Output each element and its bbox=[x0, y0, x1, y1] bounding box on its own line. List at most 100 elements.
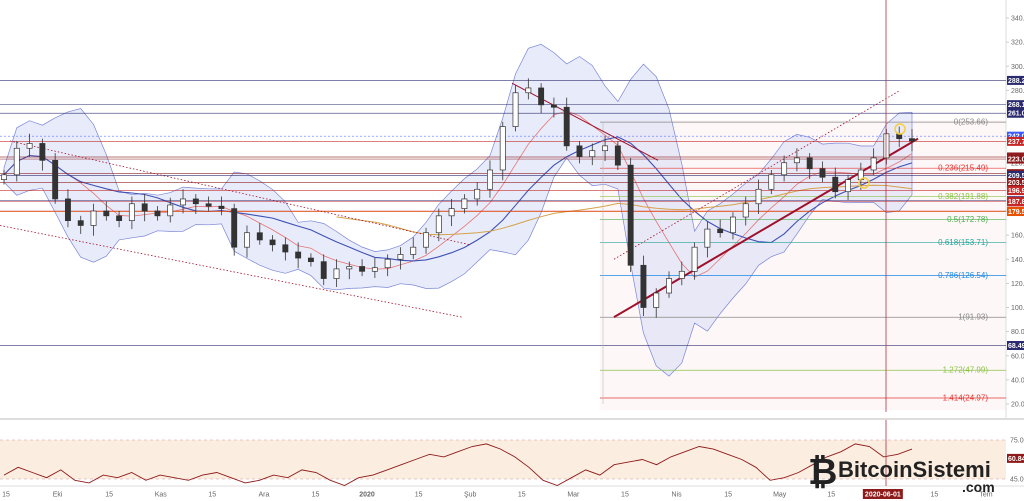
fib-level-label: 0(253.66) bbox=[954, 118, 989, 127]
date-tick-label: 15 bbox=[827, 492, 835, 499]
date-tick-label: May bbox=[773, 492, 787, 499]
price-tick-label: 60.00 bbox=[1011, 353, 1024, 360]
candle-body bbox=[244, 232, 250, 248]
price-badge-label: 209.56 bbox=[1008, 173, 1024, 180]
candle-body bbox=[870, 157, 877, 171]
candle-body bbox=[64, 198, 71, 221]
candle-body bbox=[39, 143, 46, 161]
date-tick-label: Eki bbox=[53, 492, 63, 499]
candle-body bbox=[474, 188, 481, 200]
price-tick-label: 40.00 bbox=[1011, 377, 1024, 384]
candles bbox=[1, 78, 915, 318]
candle-body bbox=[128, 203, 135, 221]
candle-body bbox=[154, 210, 161, 217]
price-badge-label: 288.26 bbox=[1008, 78, 1024, 85]
fib-level-label: 0.786(126.54) bbox=[938, 271, 988, 280]
price-tick-label: 20.00 bbox=[1011, 402, 1024, 409]
price-badges: 288.26268.15261.04242.02237.72224.78223.… bbox=[1007, 75, 1024, 351]
candle-body bbox=[26, 143, 33, 149]
rsi-value-label: 60.8493 bbox=[1008, 456, 1024, 463]
candle-body bbox=[397, 254, 404, 260]
candle-body bbox=[167, 204, 174, 217]
rsi-tick-label: 75.0000 bbox=[1010, 438, 1024, 445]
candle-body bbox=[614, 145, 621, 166]
candle-body bbox=[218, 205, 225, 209]
date-tick-label: Kas bbox=[155, 492, 168, 499]
trend-channels bbox=[0, 82, 919, 319]
rsi-band bbox=[0, 440, 1006, 479]
price-tick-label: 140.00 bbox=[1011, 257, 1024, 264]
price-tick-label: 100.00 bbox=[1011, 305, 1024, 312]
price-tick-label: 320.00 bbox=[1011, 40, 1024, 47]
rsi-tick-label: 45.0000 bbox=[1010, 477, 1024, 484]
price-tick-label: 160.00 bbox=[1011, 233, 1024, 240]
candle-body bbox=[742, 203, 749, 218]
price-badge-label: 261.04 bbox=[1008, 111, 1024, 118]
downtrend-channel-lower bbox=[0, 225, 463, 318]
candle-body bbox=[307, 257, 314, 263]
rsi-value-badge bbox=[1007, 453, 1024, 463]
date-tick-label: 15 bbox=[208, 492, 216, 499]
ma-mid-line bbox=[3, 136, 913, 262]
candle-body bbox=[512, 92, 519, 127]
logo-b-icon: ₿ bbox=[808, 451, 837, 492]
fib-level-label: 1.272(47.99) bbox=[943, 366, 989, 375]
candle-body bbox=[499, 126, 506, 171]
candle-body bbox=[845, 179, 852, 193]
price-badge-label: 179.57 bbox=[1008, 209, 1024, 216]
fib-level-label: 1.414(24.97) bbox=[943, 394, 989, 403]
candle-body bbox=[461, 198, 468, 209]
bollinger-bands bbox=[3, 43, 913, 377]
date-tick-label: Nis bbox=[671, 492, 682, 499]
candle-body bbox=[666, 278, 672, 294]
price-badge bbox=[1007, 170, 1024, 180]
candle-body bbox=[1, 174, 7, 180]
candle-body bbox=[755, 188, 762, 205]
candle-body bbox=[77, 220, 84, 226]
candle-body bbox=[602, 145, 609, 152]
price-tick-label: 340.00 bbox=[1011, 16, 1024, 23]
candle-body bbox=[487, 169, 493, 190]
downtrend-channel-upper bbox=[9, 140, 471, 246]
candle-body bbox=[653, 292, 660, 308]
date-tick-label: 15 bbox=[621, 492, 629, 499]
candle-body bbox=[768, 174, 775, 190]
date-tick-label: Ara bbox=[258, 492, 269, 499]
date-tick-label: 15 bbox=[931, 492, 939, 499]
candle-body bbox=[282, 244, 289, 253]
candle-body bbox=[883, 133, 890, 159]
candle-body bbox=[103, 210, 110, 217]
candle-body bbox=[320, 261, 327, 279]
price-badge bbox=[1007, 197, 1024, 207]
date-axis: 15 Eki 15 Kas 15 Ara 15 2020 15 Şub 15 Mar 15 Nis 15 Ma… bbox=[2, 489, 993, 499]
candle-body bbox=[806, 157, 813, 170]
candle-body bbox=[640, 264, 647, 308]
price-badge bbox=[1007, 131, 1024, 141]
date-tick-label: Şub bbox=[464, 492, 477, 499]
candle-body bbox=[90, 210, 97, 226]
price-badge bbox=[1007, 100, 1024, 110]
resistance-line bbox=[511, 82, 659, 161]
candle-body bbox=[269, 239, 276, 246]
candle-body bbox=[781, 162, 788, 176]
price-badge bbox=[1007, 207, 1024, 217]
candle-body bbox=[346, 266, 353, 270]
candle-body bbox=[730, 216, 736, 234]
candle-body bbox=[550, 104, 557, 108]
uptrend-channel-upper bbox=[613, 90, 901, 260]
date-tick-label: Mar bbox=[567, 492, 580, 499]
date-tick-label: Tem bbox=[979, 492, 992, 499]
date-tick-label: 15 bbox=[105, 492, 113, 499]
support-trendline bbox=[613, 137, 919, 319]
price-tick-label: 220.00 bbox=[1011, 160, 1024, 167]
price-badge bbox=[1007, 186, 1024, 196]
price-badge bbox=[1007, 75, 1024, 85]
candle-body bbox=[116, 215, 123, 221]
date-tick-label: 15 bbox=[724, 492, 732, 499]
price-tick-label: 280.00 bbox=[1011, 88, 1024, 95]
candle-body bbox=[793, 157, 800, 164]
price-badge-label: 203.51 bbox=[1008, 180, 1024, 187]
candle-body bbox=[525, 87, 532, 94]
candle-body bbox=[832, 176, 839, 193]
